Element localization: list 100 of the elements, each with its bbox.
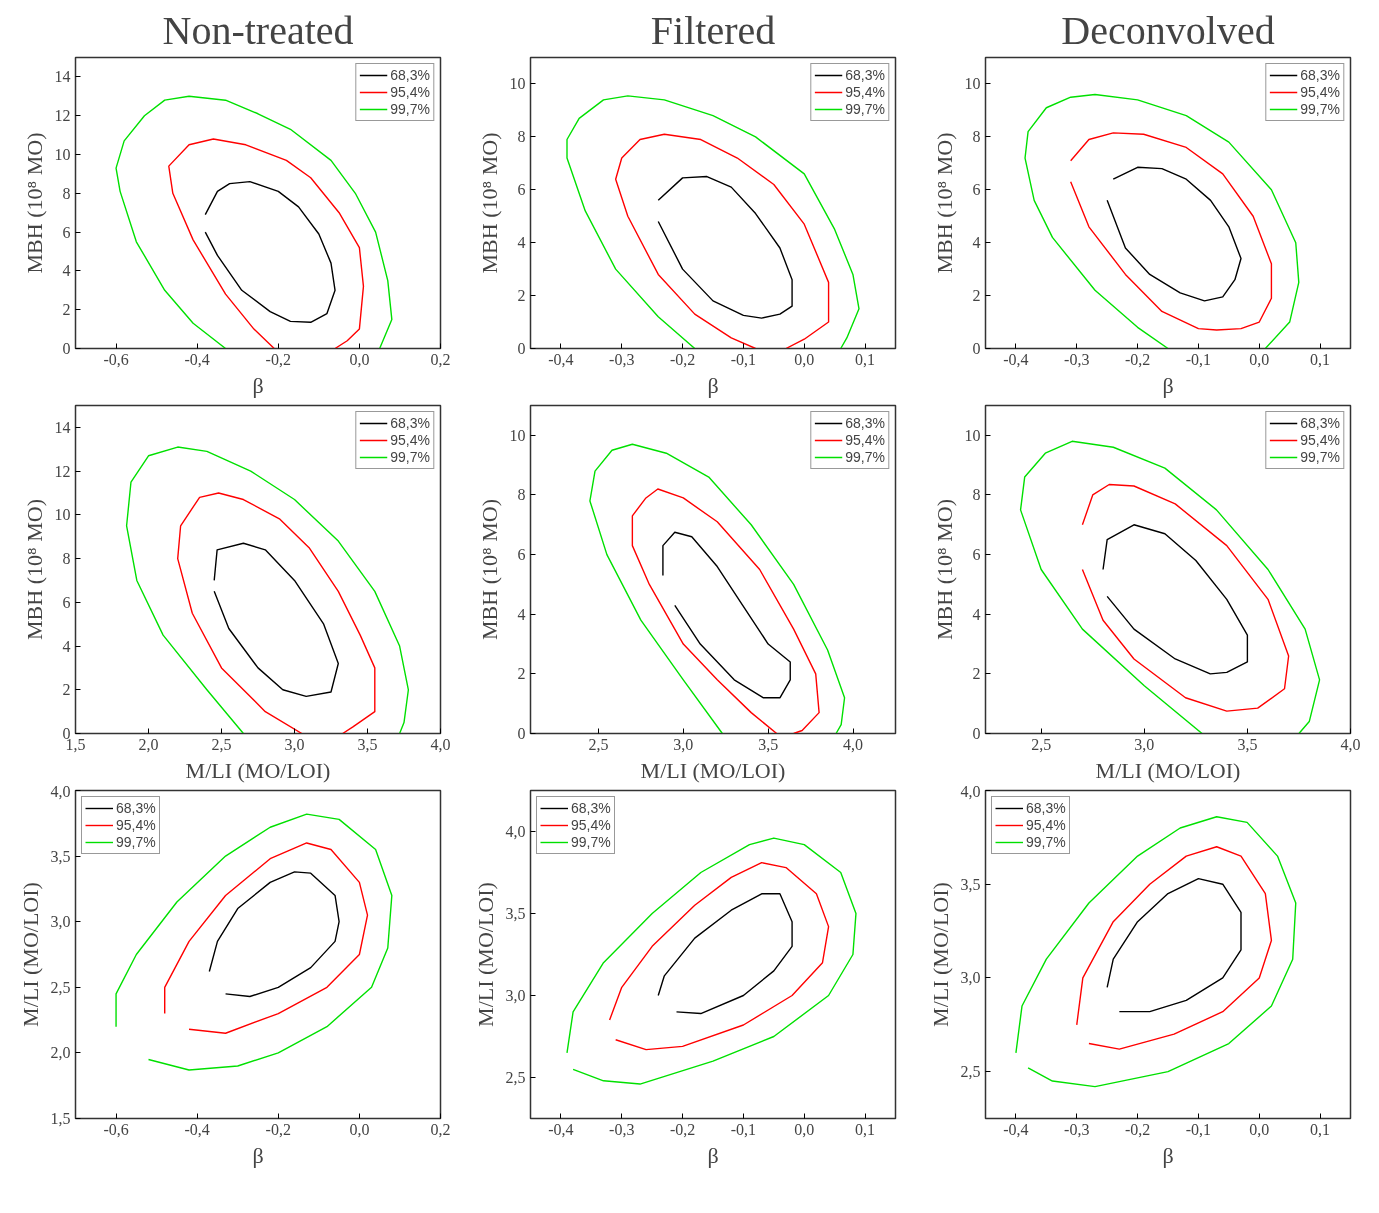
x-tick-label: 0,0	[794, 1120, 815, 1138]
y-tick-label: 0	[972, 340, 981, 357]
x-tick-label: -0,3	[609, 350, 635, 368]
legend-label: 99,7%	[845, 449, 885, 465]
x-axis-title: M/LI (MO/LOI)	[185, 757, 331, 783]
legend-label: 68,3%	[571, 800, 611, 816]
legend-label: 68,3%	[1300, 67, 1340, 83]
y-tick-label: 0	[517, 340, 526, 357]
x-tick-label: 2,0	[138, 735, 159, 753]
x-tick-label: -0,4	[548, 350, 574, 368]
x-tick-label: -0,4	[184, 350, 210, 368]
x-tick-label: 3,0	[284, 735, 305, 753]
y-axis-title: MBH (10⁸ MO)	[21, 132, 47, 274]
legend-label: 68,3%	[1300, 415, 1340, 431]
x-tick-label: -0,3	[609, 1120, 635, 1138]
y-tick-label: 4	[62, 637, 71, 655]
x-tick-label: -0,4	[1003, 1120, 1029, 1138]
y-tick-label: 6	[972, 546, 981, 564]
x-tick-label: -0,1	[1185, 350, 1212, 368]
y-tick-label: 10	[54, 506, 71, 524]
x-tick-label: 2,5	[211, 735, 232, 753]
legend-label: 99,7%	[571, 834, 611, 850]
x-tick-label: 3,5	[758, 735, 779, 753]
y-axis-title: MBH (10⁸ MO)	[931, 132, 957, 274]
legend-label: 95,4%	[1300, 84, 1340, 100]
legend-label: 68,3%	[845, 67, 885, 83]
y-tick-label: 8	[517, 128, 526, 146]
y-tick-label: 10	[964, 426, 981, 444]
x-axis-title: β	[1162, 372, 1174, 398]
legend-label: 68,3%	[1026, 800, 1066, 816]
x-tick-label: -0,1	[730, 1120, 757, 1138]
y-axis-title: MBH (10⁸ MO)	[931, 499, 957, 640]
x-tick-label: 0,0	[794, 350, 815, 368]
y-tick-label: 3,0	[960, 969, 981, 987]
legend-label: 95,4%	[390, 432, 430, 448]
x-tick-label: 2,5	[1031, 735, 1052, 753]
y-tick-label: 4	[517, 234, 526, 252]
x-tick-label: -0,4	[184, 1120, 210, 1138]
y-tick-label: 8	[62, 184, 71, 202]
y-tick-label: 0	[972, 725, 981, 742]
y-tick-label: 10	[509, 426, 526, 444]
y-tick-label: 2	[972, 665, 981, 683]
y-tick-label: 6	[62, 223, 71, 241]
y-tick-label: 3,5	[505, 905, 526, 922]
y-tick-label: 2	[517, 665, 526, 683]
y-tick-label: 4,0	[50, 782, 71, 800]
y-tick-label: 4	[972, 234, 981, 252]
legend-label: 95,4%	[845, 432, 885, 448]
x-tick-label: 0,0	[1249, 1120, 1270, 1138]
legend-label: 99,7%	[390, 449, 430, 465]
legend-label: 99,7%	[1300, 449, 1340, 465]
x-tick-label: 3,0	[673, 735, 694, 753]
y-tick-label: 2	[62, 681, 71, 699]
legend-label: 99,7%	[1026, 834, 1066, 850]
x-tick-label: 0,2	[430, 1120, 451, 1138]
x-tick-label: -0,2	[1124, 350, 1151, 368]
legend-label: 68,3%	[390, 415, 430, 431]
x-tick-label: 4,0	[843, 735, 864, 753]
x-tick-label: -0,3	[1064, 1120, 1090, 1138]
x-tick-label: 4,0	[430, 735, 451, 753]
legend-label: 95,4%	[571, 817, 611, 833]
legend-label: 68,3%	[845, 415, 885, 431]
x-tick-label: -0,1	[1185, 1120, 1212, 1138]
legend-label: 95,4%	[1300, 432, 1340, 448]
x-tick-label: -0,1	[730, 350, 757, 368]
y-tick-label: 8	[62, 550, 71, 568]
y-tick-label: 4,0	[960, 782, 981, 800]
x-tick-label: -0,2	[265, 1120, 291, 1138]
x-tick-label: 3,5	[1237, 735, 1258, 753]
y-tick-label: 12	[54, 107, 71, 125]
y-tick-label: 2,5	[505, 1069, 526, 1086]
x-tick-label: -0,6	[103, 350, 129, 368]
y-axis-title: M/LI (MO/LOI)	[17, 882, 43, 1027]
y-tick-label: 8	[972, 128, 981, 146]
x-tick-label: 0,1	[1310, 350, 1331, 368]
legend-label: 99,7%	[1300, 101, 1340, 117]
y-axis-title: M/LI (MO/LOI)	[927, 882, 953, 1027]
y-tick-label: 3,5	[50, 847, 71, 865]
y-tick-label: 10	[964, 75, 981, 93]
x-tick-label: 0,0	[1249, 350, 1270, 368]
x-axis-title: M/LI (MO/LOI)	[1095, 757, 1241, 783]
y-tick-label: 4	[972, 605, 981, 623]
x-tick-label: -0,2	[265, 350, 291, 368]
x-axis-title: M/LI (MO/LOI)	[640, 757, 786, 783]
y-tick-label: 3,0	[505, 987, 526, 1004]
x-tick-label: 4,0	[1340, 735, 1361, 753]
x-tick-label: -0,4	[548, 1120, 574, 1138]
legend-label: 95,4%	[116, 817, 156, 833]
legend-label: 68,3%	[390, 67, 430, 83]
x-tick-label: 0,0	[349, 350, 370, 368]
y-tick-label: 6	[972, 181, 981, 199]
y-tick-label: 3,5	[960, 875, 981, 893]
x-tick-label: -0,2	[669, 1120, 696, 1138]
y-tick-label: 12	[54, 462, 71, 480]
x-axis-title: β	[707, 1142, 719, 1168]
y-tick-label: 2	[972, 287, 981, 305]
x-tick-label: 0,1	[855, 350, 876, 368]
x-tick-label: -0,2	[669, 350, 696, 368]
x-tick-label: -0,4	[1003, 350, 1029, 368]
y-axis-title: M/LI (MO/LOI)	[472, 882, 498, 1027]
